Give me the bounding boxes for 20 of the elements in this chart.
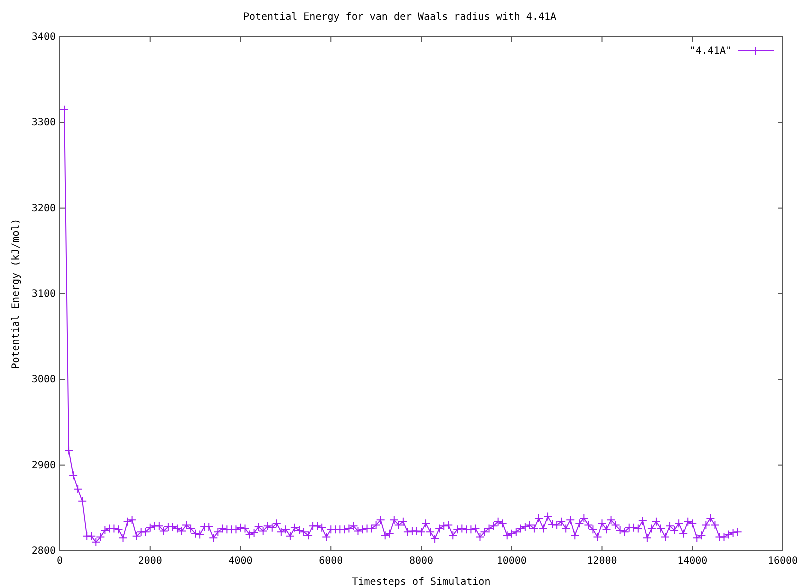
y-axis-title: Potential Energy (kJ/mol) (11, 218, 22, 370)
x-tick-label: 2000 (138, 556, 162, 567)
y-tick-label: 3200 (32, 203, 56, 214)
x-tick-label: 16000 (768, 556, 798, 567)
x-tick-label: 12000 (587, 556, 618, 567)
y-tick-label: 3000 (32, 374, 56, 386)
x-tick-label: 0 (56, 556, 64, 567)
legend-label: "4.41A" (690, 46, 732, 57)
y-tick-label: 3100 (32, 289, 56, 300)
x-tick-label: 14000 (678, 556, 708, 567)
chart-title: Potential Energy for van der Waals radius with 4.41A (243, 12, 557, 23)
x-tick-label: 4000 (228, 556, 253, 567)
x-tick-label: 6000 (319, 556, 344, 567)
x-axis-title: Timesteps of Simulation (352, 577, 491, 587)
x-tick-label: 10000 (496, 556, 527, 567)
x-tick-label: 8000 (409, 556, 434, 567)
y-tick-label: 3400 (32, 32, 56, 43)
y-tick-label: 3300 (32, 118, 56, 129)
y-tick-label: 2800 (32, 546, 56, 557)
y-tick-label: 2900 (32, 460, 56, 472)
